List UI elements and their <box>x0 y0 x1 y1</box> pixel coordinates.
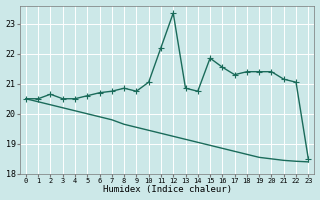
X-axis label: Humidex (Indice chaleur): Humidex (Indice chaleur) <box>103 185 232 194</box>
